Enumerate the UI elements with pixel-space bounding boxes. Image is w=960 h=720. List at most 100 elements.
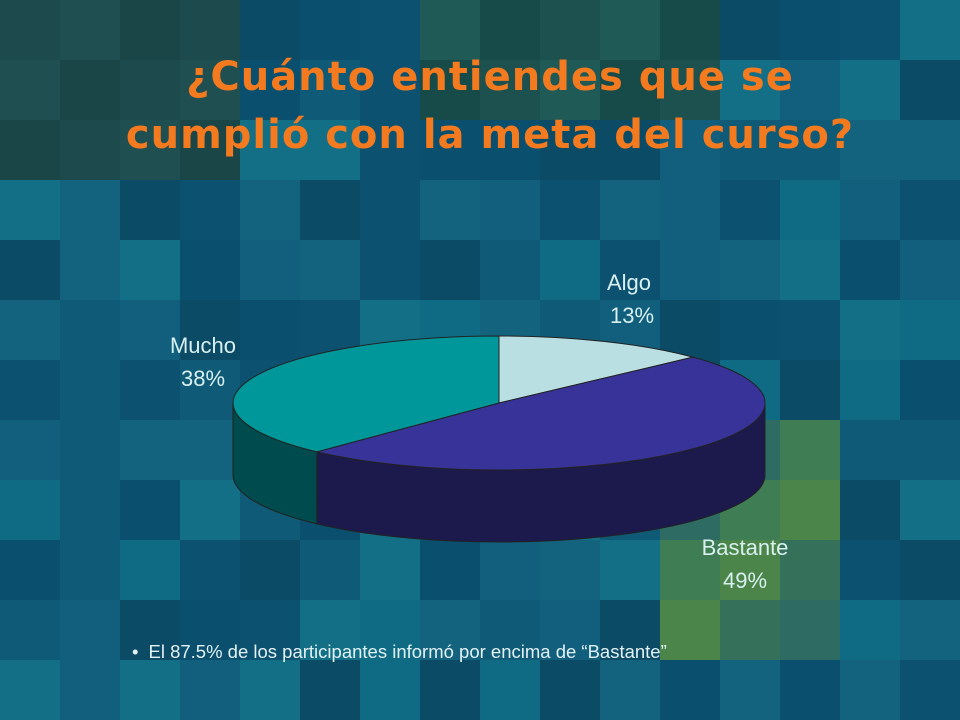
background-tile xyxy=(840,360,900,420)
background-tile xyxy=(720,660,780,720)
background-tile xyxy=(240,240,300,300)
background-tile xyxy=(60,660,120,720)
background-tile xyxy=(420,660,480,720)
background-tile xyxy=(120,180,180,240)
background-tile xyxy=(240,600,300,660)
background-tile xyxy=(900,300,960,360)
background-tile xyxy=(900,420,960,480)
background-tile xyxy=(0,600,60,660)
background-tile xyxy=(840,240,900,300)
background-tile xyxy=(840,420,900,480)
background-tile xyxy=(660,300,720,360)
background-tile xyxy=(780,600,840,660)
background-tile xyxy=(360,600,420,660)
background-tile xyxy=(60,480,120,540)
background-tile xyxy=(180,660,240,720)
background-tile xyxy=(720,120,780,180)
background-tile xyxy=(900,180,960,240)
background-tile xyxy=(840,660,900,720)
background-tile xyxy=(840,540,900,600)
background-tile xyxy=(300,240,360,300)
background-tile xyxy=(780,480,840,540)
background-tile xyxy=(60,420,120,480)
label-bastante-category: Bastante xyxy=(702,535,789,560)
background-tile xyxy=(660,120,720,180)
background-tile xyxy=(0,360,60,420)
summary-note-text: El 87.5% de los participantes informó po… xyxy=(148,641,667,662)
background-tile xyxy=(840,120,900,180)
background-tile xyxy=(120,420,180,480)
background-tile xyxy=(0,60,60,120)
background-tile xyxy=(540,660,600,720)
background-tile xyxy=(180,360,240,420)
background-tile xyxy=(660,60,720,120)
background-tile xyxy=(120,0,180,60)
background-tile xyxy=(780,60,840,120)
background-tile xyxy=(720,540,780,600)
background-tile xyxy=(480,600,540,660)
background-tile xyxy=(660,180,720,240)
background-tile xyxy=(840,0,900,60)
background-tile xyxy=(60,180,120,240)
summary-note: • El 87.5% de los participantes informó p… xyxy=(132,641,667,663)
background-tile xyxy=(600,180,660,240)
background-tile xyxy=(0,120,60,180)
background-tile xyxy=(720,240,780,300)
background-tile xyxy=(0,480,60,540)
label-mucho-category: Mucho xyxy=(170,333,236,358)
background-tile xyxy=(360,120,420,180)
background-tile xyxy=(0,540,60,600)
background-tile xyxy=(600,660,660,720)
background-tile xyxy=(300,180,360,240)
background-tile xyxy=(240,180,300,240)
background-tile xyxy=(480,180,540,240)
background-tile xyxy=(600,60,660,120)
background-tile xyxy=(540,180,600,240)
background-tile xyxy=(120,660,180,720)
background-tile xyxy=(840,60,900,120)
background-tile xyxy=(480,120,540,180)
background-tile xyxy=(240,60,300,120)
background-tile xyxy=(300,540,360,600)
background-tile xyxy=(780,660,840,720)
background-tile xyxy=(120,480,180,540)
background-tile xyxy=(60,120,120,180)
background-tile xyxy=(120,600,180,660)
background-tile xyxy=(240,540,300,600)
background-tile xyxy=(180,0,240,60)
background-tile xyxy=(120,300,180,360)
background-tile xyxy=(840,300,900,360)
background-tile xyxy=(900,0,960,60)
background-tile xyxy=(900,120,960,180)
background-tile xyxy=(720,300,780,360)
background-tile xyxy=(720,0,780,60)
background-tile xyxy=(480,0,540,60)
background-tile xyxy=(780,240,840,300)
background-tile xyxy=(840,480,900,540)
background-tile xyxy=(240,120,300,180)
background-tile xyxy=(840,180,900,240)
background-tile xyxy=(420,540,480,600)
background-tile xyxy=(540,60,600,120)
background-tile xyxy=(60,360,120,420)
background-tile xyxy=(600,240,660,300)
background-tile xyxy=(60,60,120,120)
background-tile xyxy=(0,300,60,360)
background-tile xyxy=(60,300,120,360)
pie-slice-bastante xyxy=(316,356,766,471)
background-tile xyxy=(720,60,780,120)
background-tile xyxy=(780,0,840,60)
background-tile xyxy=(540,240,600,300)
background-tile xyxy=(240,660,300,720)
background-tile xyxy=(240,300,300,360)
background-tile xyxy=(0,660,60,720)
background-tile xyxy=(900,240,960,300)
background-tile xyxy=(660,600,720,660)
background-tile xyxy=(900,660,960,720)
background-tile xyxy=(0,180,60,240)
background-tile xyxy=(660,0,720,60)
background-tile xyxy=(360,180,420,240)
pie-slice-mucho xyxy=(232,335,500,453)
background-tile xyxy=(180,480,240,540)
background-tile xyxy=(180,600,240,660)
